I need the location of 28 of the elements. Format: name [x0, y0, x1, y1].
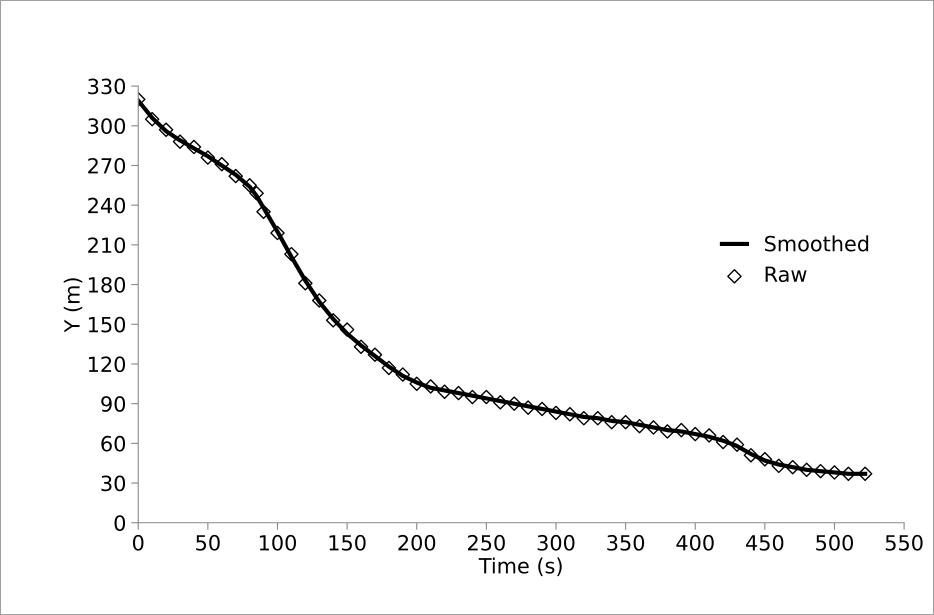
x-tick-label: 200: [398, 534, 436, 551]
x-axis-title: Time (s): [478, 557, 562, 576]
legend-label: Smoothed: [764, 235, 868, 252]
x-tick-label: 400: [676, 534, 714, 551]
x-tick-label: 100: [260, 534, 296, 551]
y-tick-label: 180: [88, 277, 126, 293]
y-tick-label: 30: [102, 476, 126, 492]
y-tick-label: 210: [88, 237, 126, 254]
y-tick-label: 240: [88, 198, 126, 214]
x-tick-label: 300: [538, 534, 574, 551]
y-tick-label: 0: [114, 515, 126, 531]
x-tick-label: 250: [468, 534, 505, 551]
x-tick-label: 500: [816, 534, 853, 551]
y-tick-label: 330: [88, 78, 126, 94]
x-tick-label: 0: [132, 534, 144, 551]
y-tick-label: 90: [101, 396, 126, 412]
y-tick-label: 60: [101, 436, 126, 452]
y-axis-title: Y (m): [64, 278, 82, 332]
x-tick-label: 550: [886, 534, 923, 551]
y-tick-label: 150: [88, 316, 126, 332]
y-tick-label: 270: [88, 158, 126, 174]
y-tick-label: 120: [88, 356, 126, 372]
legend-label: Raw: [766, 266, 807, 282]
x-tick-label: 150: [330, 534, 366, 551]
y-tick-label: 300: [88, 118, 126, 134]
x-tick-label: 50: [196, 534, 220, 551]
x-tick-label: 450: [746, 534, 784, 551]
x-tick-label: 350: [607, 534, 644, 551]
